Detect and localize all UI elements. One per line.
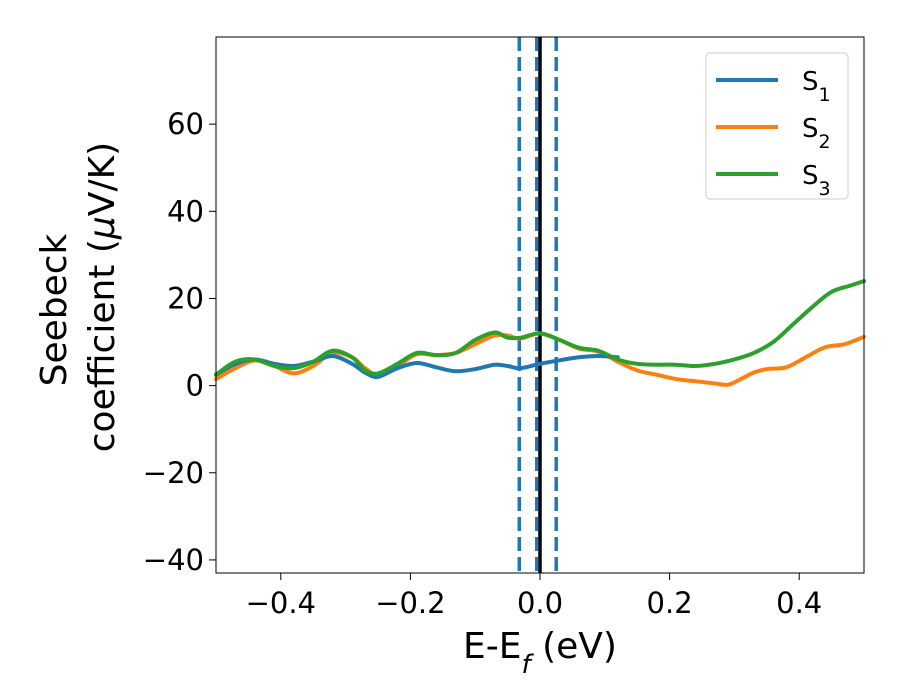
reference-lines: [517, 37, 558, 573]
y-tick-label: 0: [186, 369, 204, 403]
legend: S1 S2 S3: [705, 52, 849, 200]
y-axis-title-line1: Seebeck: [34, 233, 75, 386]
x-tick-label: −0.4: [246, 586, 316, 620]
x-tick-label: 0.0: [517, 586, 563, 620]
legend-label-s2: S2: [802, 114, 831, 153]
y-axis-ticks: −40 −20 0 20 40 60: [143, 107, 216, 577]
x-tick-label: 0.2: [647, 586, 693, 620]
legend-label-s3: S3: [802, 161, 831, 200]
series-line-s1: [214, 353, 620, 380]
y-axis-title: Seebeck coefficient (μV/K): [34, 142, 123, 452]
y-axis-title-line2: coefficient (μV/K): [82, 142, 123, 452]
y-tick-label: −40: [143, 543, 204, 577]
x-axis-ticks: −0.4 −0.2 0.0 0.2 0.4: [246, 573, 822, 620]
x-tick-label: −0.2: [375, 586, 445, 620]
x-tick-label: 0.4: [776, 586, 822, 620]
y-tick-label: 20: [167, 281, 204, 315]
x-axis-title: E-Ef (eV): [463, 626, 617, 680]
y-tick-label: 40: [167, 194, 204, 228]
y-tick-label: 60: [167, 107, 204, 141]
y-tick-label: −20: [143, 456, 204, 490]
legend-label-s1: S1: [802, 67, 831, 106]
series-line-s3: [214, 279, 866, 377]
series-lines: [214, 279, 866, 387]
